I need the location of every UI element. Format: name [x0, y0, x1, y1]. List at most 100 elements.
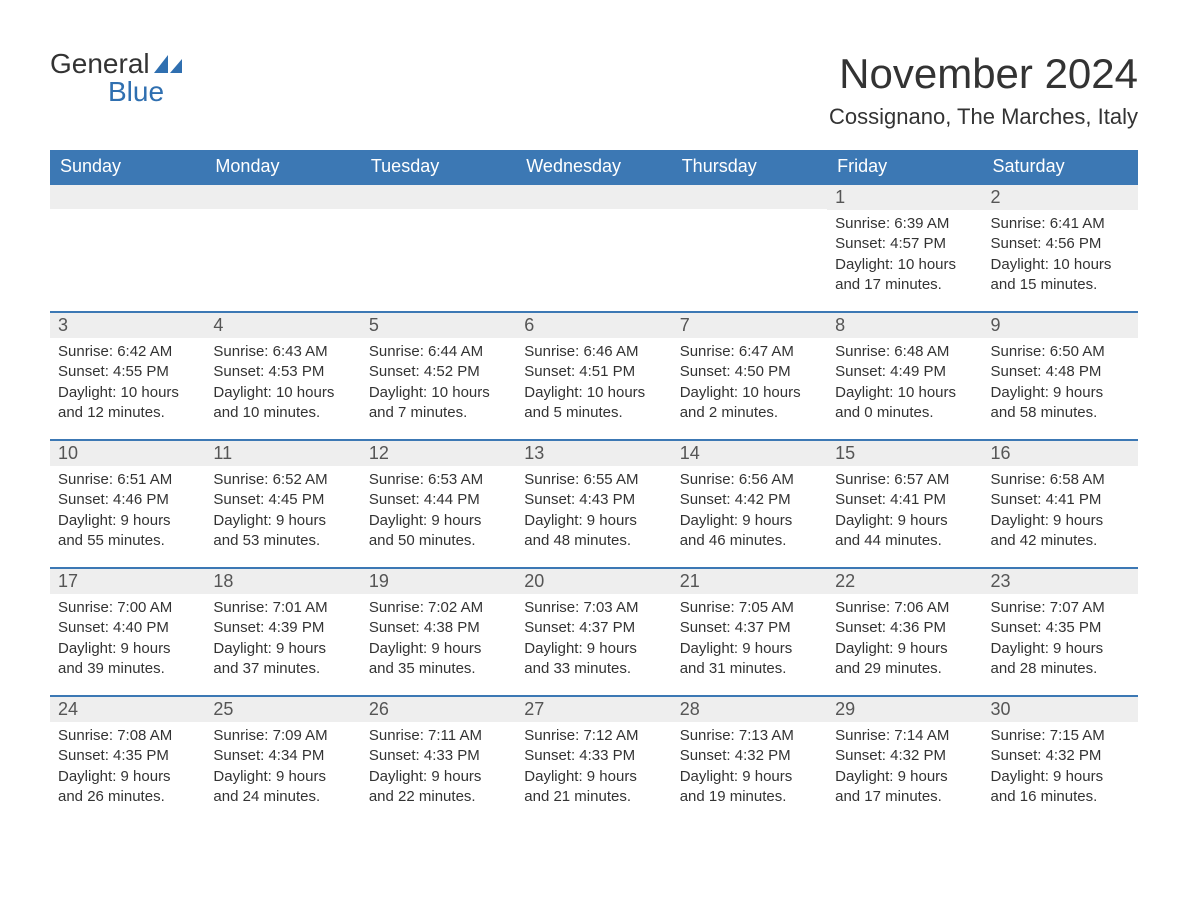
- calendar-row: 17Sunrise: 7:00 AMSunset: 4:40 PMDayligh…: [50, 567, 1138, 695]
- day-details: Sunrise: 7:08 AMSunset: 4:35 PMDaylight:…: [50, 722, 205, 811]
- calendar-day-cell: 11Sunrise: 6:52 AMSunset: 4:45 PMDayligh…: [205, 439, 360, 567]
- day-details: Sunrise: 6:51 AMSunset: 4:46 PMDaylight:…: [50, 466, 205, 555]
- calendar-day-cell: 5Sunrise: 6:44 AMSunset: 4:52 PMDaylight…: [361, 311, 516, 439]
- day-details: Sunrise: 7:11 AMSunset: 4:33 PMDaylight:…: [361, 722, 516, 811]
- month-title: November 2024: [829, 50, 1138, 98]
- day-details: Sunrise: 7:05 AMSunset: 4:37 PMDaylight:…: [672, 594, 827, 683]
- calendar-day-cell: 17Sunrise: 7:00 AMSunset: 4:40 PMDayligh…: [50, 567, 205, 695]
- calendar-day-cell: 9Sunrise: 6:50 AMSunset: 4:48 PMDaylight…: [983, 311, 1138, 439]
- day-number: 26: [361, 695, 516, 722]
- day-number: 1: [827, 183, 982, 210]
- day-details: Sunrise: 7:14 AMSunset: 4:32 PMDaylight:…: [827, 722, 982, 811]
- day-number: 11: [205, 439, 360, 466]
- day-number: 25: [205, 695, 360, 722]
- day-number: 12: [361, 439, 516, 466]
- day-details: Sunrise: 6:57 AMSunset: 4:41 PMDaylight:…: [827, 466, 982, 555]
- brand-text-1: General: [50, 50, 150, 78]
- calendar-day-cell: 1Sunrise: 6:39 AMSunset: 4:57 PMDaylight…: [827, 183, 982, 311]
- empty-day-head: [50, 183, 205, 209]
- calendar-day-cell: 30Sunrise: 7:15 AMSunset: 4:32 PMDayligh…: [983, 695, 1138, 823]
- calendar-day-cell: 12Sunrise: 6:53 AMSunset: 4:44 PMDayligh…: [361, 439, 516, 567]
- weekday-header: Friday: [827, 150, 982, 183]
- weekday-header-row: SundayMondayTuesdayWednesdayThursdayFrid…: [50, 150, 1138, 183]
- day-number: 28: [672, 695, 827, 722]
- day-number: 30: [983, 695, 1138, 722]
- calendar-day-cell: 28Sunrise: 7:13 AMSunset: 4:32 PMDayligh…: [672, 695, 827, 823]
- calendar-table: SundayMondayTuesdayWednesdayThursdayFrid…: [50, 150, 1138, 823]
- empty-day-head: [205, 183, 360, 209]
- calendar-body: 1Sunrise: 6:39 AMSunset: 4:57 PMDaylight…: [50, 183, 1138, 823]
- weekday-header: Thursday: [672, 150, 827, 183]
- brand-logo: General Blue: [50, 50, 182, 106]
- day-details: Sunrise: 7:03 AMSunset: 4:37 PMDaylight:…: [516, 594, 671, 683]
- day-number: 19: [361, 567, 516, 594]
- empty-day-head: [516, 183, 671, 209]
- title-block: November 2024 Cossignano, The Marches, I…: [829, 50, 1138, 130]
- calendar-day-cell: 19Sunrise: 7:02 AMSunset: 4:38 PMDayligh…: [361, 567, 516, 695]
- location-subtitle: Cossignano, The Marches, Italy: [829, 104, 1138, 130]
- day-number: 22: [827, 567, 982, 594]
- calendar-day-cell: 10Sunrise: 6:51 AMSunset: 4:46 PMDayligh…: [50, 439, 205, 567]
- empty-day-head: [361, 183, 516, 209]
- day-details: Sunrise: 6:46 AMSunset: 4:51 PMDaylight:…: [516, 338, 671, 427]
- day-number: 24: [50, 695, 205, 722]
- day-number: 2: [983, 183, 1138, 210]
- day-details: Sunrise: 6:44 AMSunset: 4:52 PMDaylight:…: [361, 338, 516, 427]
- calendar-day-cell: 3Sunrise: 6:42 AMSunset: 4:55 PMDaylight…: [50, 311, 205, 439]
- calendar-row: 1Sunrise: 6:39 AMSunset: 4:57 PMDaylight…: [50, 183, 1138, 311]
- day-details: Sunrise: 6:50 AMSunset: 4:48 PMDaylight:…: [983, 338, 1138, 427]
- day-number: 4: [205, 311, 360, 338]
- day-details: Sunrise: 6:39 AMSunset: 4:57 PMDaylight:…: [827, 210, 982, 299]
- day-details: Sunrise: 6:55 AMSunset: 4:43 PMDaylight:…: [516, 466, 671, 555]
- day-number: 21: [672, 567, 827, 594]
- day-number: 18: [205, 567, 360, 594]
- calendar-day-cell: 18Sunrise: 7:01 AMSunset: 4:39 PMDayligh…: [205, 567, 360, 695]
- calendar-day-cell: 24Sunrise: 7:08 AMSunset: 4:35 PMDayligh…: [50, 695, 205, 823]
- day-details: Sunrise: 6:52 AMSunset: 4:45 PMDaylight:…: [205, 466, 360, 555]
- calendar-row: 10Sunrise: 6:51 AMSunset: 4:46 PMDayligh…: [50, 439, 1138, 567]
- empty-day-head: [672, 183, 827, 209]
- calendar-day-cell: 4Sunrise: 6:43 AMSunset: 4:53 PMDaylight…: [205, 311, 360, 439]
- day-number: 6: [516, 311, 671, 338]
- day-details: Sunrise: 6:47 AMSunset: 4:50 PMDaylight:…: [672, 338, 827, 427]
- day-details: Sunrise: 7:09 AMSunset: 4:34 PMDaylight:…: [205, 722, 360, 811]
- day-details: Sunrise: 7:15 AMSunset: 4:32 PMDaylight:…: [983, 722, 1138, 811]
- brand-sail-icon: [154, 55, 182, 73]
- day-number: 29: [827, 695, 982, 722]
- weekday-header: Tuesday: [361, 150, 516, 183]
- day-details: Sunrise: 6:53 AMSunset: 4:44 PMDaylight:…: [361, 466, 516, 555]
- day-details: Sunrise: 6:42 AMSunset: 4:55 PMDaylight:…: [50, 338, 205, 427]
- calendar-day-cell: 13Sunrise: 6:55 AMSunset: 4:43 PMDayligh…: [516, 439, 671, 567]
- calendar-day-cell: 8Sunrise: 6:48 AMSunset: 4:49 PMDaylight…: [827, 311, 982, 439]
- day-number: 14: [672, 439, 827, 466]
- day-number: 10: [50, 439, 205, 466]
- day-details: Sunrise: 7:01 AMSunset: 4:39 PMDaylight:…: [205, 594, 360, 683]
- day-details: Sunrise: 6:48 AMSunset: 4:49 PMDaylight:…: [827, 338, 982, 427]
- brand-text-2: Blue: [108, 78, 182, 106]
- day-details: Sunrise: 7:12 AMSunset: 4:33 PMDaylight:…: [516, 722, 671, 811]
- day-number: 27: [516, 695, 671, 722]
- calendar-empty-cell: [516, 183, 671, 311]
- day-number: 8: [827, 311, 982, 338]
- calendar-empty-cell: [361, 183, 516, 311]
- calendar-day-cell: 23Sunrise: 7:07 AMSunset: 4:35 PMDayligh…: [983, 567, 1138, 695]
- day-number: 20: [516, 567, 671, 594]
- calendar-day-cell: 14Sunrise: 6:56 AMSunset: 4:42 PMDayligh…: [672, 439, 827, 567]
- day-number: 17: [50, 567, 205, 594]
- page-header: General Blue November 2024 Cossignano, T…: [50, 50, 1138, 130]
- calendar-day-cell: 21Sunrise: 7:05 AMSunset: 4:37 PMDayligh…: [672, 567, 827, 695]
- day-number: 13: [516, 439, 671, 466]
- weekday-header: Sunday: [50, 150, 205, 183]
- day-details: Sunrise: 7:06 AMSunset: 4:36 PMDaylight:…: [827, 594, 982, 683]
- day-details: Sunrise: 6:43 AMSunset: 4:53 PMDaylight:…: [205, 338, 360, 427]
- weekday-header: Saturday: [983, 150, 1138, 183]
- calendar-day-cell: 6Sunrise: 6:46 AMSunset: 4:51 PMDaylight…: [516, 311, 671, 439]
- day-number: 7: [672, 311, 827, 338]
- calendar-empty-cell: [50, 183, 205, 311]
- day-details: Sunrise: 6:41 AMSunset: 4:56 PMDaylight:…: [983, 210, 1138, 299]
- day-number: 23: [983, 567, 1138, 594]
- calendar-row: 24Sunrise: 7:08 AMSunset: 4:35 PMDayligh…: [50, 695, 1138, 823]
- day-details: Sunrise: 7:07 AMSunset: 4:35 PMDaylight:…: [983, 594, 1138, 683]
- day-number: 15: [827, 439, 982, 466]
- day-details: Sunrise: 6:56 AMSunset: 4:42 PMDaylight:…: [672, 466, 827, 555]
